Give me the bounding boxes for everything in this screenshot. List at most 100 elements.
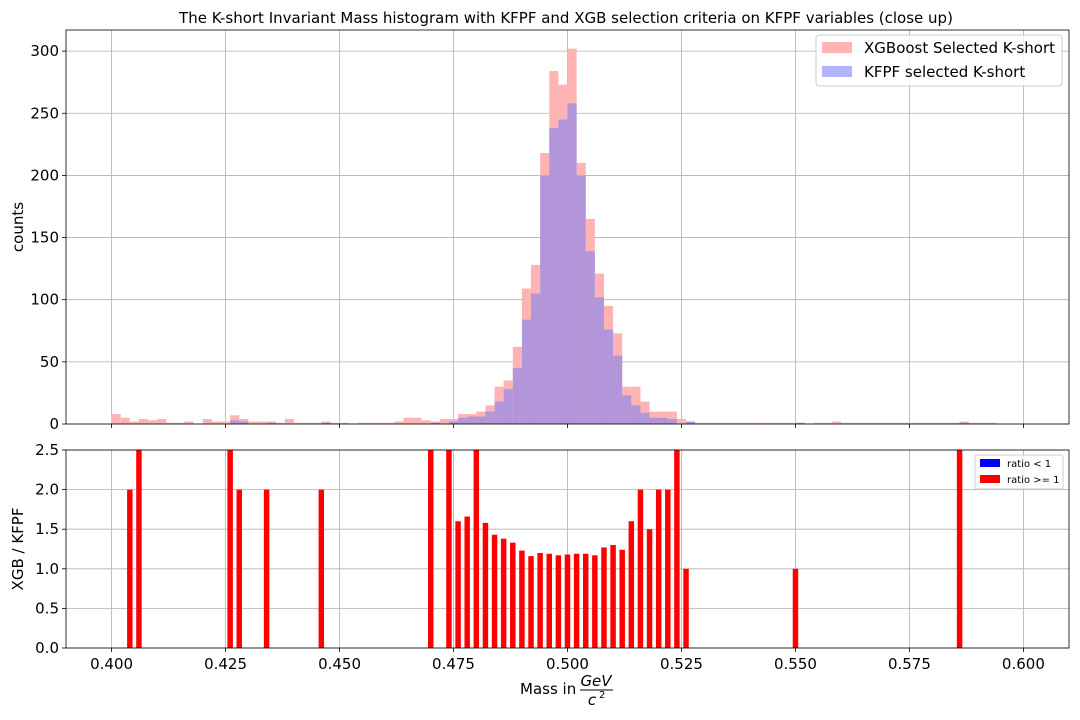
kfpf-hist-bar bbox=[622, 395, 632, 424]
ratio-bar-ge1 bbox=[792, 568, 799, 648]
xgb-hist-bar bbox=[148, 420, 158, 424]
xgb-hist-bar bbox=[357, 422, 367, 424]
ratio-bar-ge1 bbox=[519, 550, 525, 648]
kfpf-hist-bar bbox=[512, 368, 522, 424]
x-tick-label: 0.475 bbox=[432, 655, 475, 673]
xgb-hist-bar bbox=[722, 422, 732, 424]
kfpf-hist-bar bbox=[631, 405, 641, 424]
ratio-bar-ge1 bbox=[127, 489, 133, 648]
ratio-bar-ge1 bbox=[500, 538, 507, 648]
x-tick-label: 0.525 bbox=[660, 655, 703, 673]
ratio-bar-ge1 bbox=[236, 489, 242, 648]
xgb-hist-bar bbox=[430, 421, 440, 424]
xgb-hist-bar bbox=[257, 421, 267, 424]
xgb-hist-bar bbox=[312, 422, 322, 424]
xgb-hist-bar bbox=[439, 419, 449, 424]
xgb-hist-bar bbox=[768, 422, 778, 424]
xgb-hist-bar bbox=[695, 422, 705, 424]
ratio-bar-ge1 bbox=[665, 489, 671, 648]
y-tick-label: 0.0 bbox=[35, 639, 59, 657]
y-tick-label: 150 bbox=[30, 229, 59, 247]
xgb-hist-bar bbox=[932, 422, 942, 424]
xgb-hist-bar bbox=[230, 415, 240, 424]
legend-swatch-kfpf bbox=[822, 66, 852, 77]
ratio-bar-ge1 bbox=[482, 522, 489, 648]
xgb-hist-bar bbox=[321, 421, 331, 424]
kfpf-hist-bar bbox=[649, 417, 659, 424]
xgb-hist-bar bbox=[841, 422, 851, 424]
xgb-hist-bar bbox=[749, 422, 759, 424]
kfpf-hist-bar bbox=[266, 422, 276, 424]
xgb-hist-bar bbox=[421, 420, 431, 424]
x-tick-label: 0.400 bbox=[90, 655, 133, 673]
xgb-hist-bar bbox=[211, 421, 222, 424]
xgb-hist-bar bbox=[403, 417, 413, 424]
xgb-hist-bar bbox=[895, 422, 905, 424]
y-tick-label: 2.0 bbox=[35, 481, 59, 499]
ratio-bar-ge1 bbox=[956, 450, 963, 648]
kfpf-hist-bar bbox=[549, 128, 559, 424]
x-tick-label: 0.550 bbox=[774, 655, 817, 673]
kfpf-hist-bar bbox=[503, 389, 513, 424]
ratio-bar-ge1 bbox=[263, 489, 270, 648]
ratio-bar-ge1 bbox=[628, 521, 635, 648]
xgb-hist-bar bbox=[959, 421, 969, 424]
kfpf-hist-bar bbox=[585, 251, 595, 424]
xgb-hist-bar bbox=[986, 422, 997, 424]
ratio-bar-ge1 bbox=[464, 516, 470, 648]
xgb-hist-bar bbox=[859, 422, 869, 424]
kfpf-hist-bar bbox=[239, 421, 249, 424]
kfpf-hist-bar bbox=[485, 411, 495, 424]
y-tick-label: 300 bbox=[30, 42, 59, 60]
kfpf-hist-bar bbox=[540, 175, 550, 424]
y-tick-label: 1.5 bbox=[35, 520, 59, 538]
xgb-hist-bar bbox=[822, 422, 832, 424]
xgb-hist-bar bbox=[713, 422, 723, 424]
xgb-hist-bar bbox=[330, 422, 340, 424]
kfpf-hist-bar bbox=[531, 293, 541, 424]
kfpf-hist-bar bbox=[558, 119, 568, 425]
xgb-hist-bar bbox=[831, 421, 842, 424]
kfpf-hist-bar bbox=[959, 422, 969, 424]
xgb-hist-bar bbox=[968, 422, 978, 424]
xgb-hist-bar bbox=[175, 422, 185, 424]
ratio-x-label: Mass in GeV c 2 bbox=[520, 672, 613, 709]
y-tick-label: 1.0 bbox=[35, 560, 59, 578]
xgb-hist-bar bbox=[248, 421, 258, 424]
xgb-hist-bar bbox=[293, 422, 304, 424]
kfpf-hist-bar bbox=[476, 416, 486, 424]
ratio-bar-ge1 bbox=[610, 545, 616, 648]
legend-label-kfpf: KFPF selected K-short bbox=[864, 63, 1025, 81]
xgb-hist-bar bbox=[676, 419, 687, 424]
xgb-hist-bar bbox=[886, 422, 896, 424]
kfpf-hist-bar bbox=[603, 329, 614, 424]
kfpf-hist-bar bbox=[640, 412, 650, 424]
xgb-hist-bar bbox=[904, 422, 914, 424]
xgb-hist-bar bbox=[868, 422, 878, 424]
ratio-bar-ge1 bbox=[674, 450, 680, 648]
histogram-x-ticks bbox=[111, 424, 1024, 428]
xgb-hist-bar bbox=[777, 422, 787, 424]
ratio-bar-ge1 bbox=[537, 552, 543, 648]
kfpf-hist-bar bbox=[658, 417, 668, 424]
ratio-y-label: XGB / KFPF bbox=[9, 508, 27, 591]
kfpf-hist-bar bbox=[795, 422, 805, 424]
ratio-bar-ge1 bbox=[646, 529, 653, 648]
xgb-hist-bar bbox=[120, 417, 130, 424]
y-tick-label: 0 bbox=[49, 415, 59, 433]
xgb-hist-bar bbox=[740, 422, 750, 424]
xgb-hist-bar bbox=[376, 422, 386, 424]
ratio-bar-ge1 bbox=[583, 553, 589, 648]
histogram-legend: XGBoost Selected K-short KFPF selected K… bbox=[815, 34, 1063, 87]
x-label-prefix: Mass in bbox=[520, 680, 576, 698]
xgb-hist-bar bbox=[166, 422, 176, 424]
ratio-bar-ge1 bbox=[446, 450, 452, 648]
ratio-bar-ge1 bbox=[136, 450, 142, 648]
y-tick-label: 0.5 bbox=[35, 599, 59, 617]
xgb-hist-bar bbox=[157, 419, 167, 424]
xgb-hist-bar bbox=[366, 422, 377, 424]
x-tick-label: 0.575 bbox=[888, 655, 931, 673]
ratio-bar-ge1 bbox=[564, 554, 571, 648]
kfpf-hist-bar bbox=[613, 355, 623, 424]
